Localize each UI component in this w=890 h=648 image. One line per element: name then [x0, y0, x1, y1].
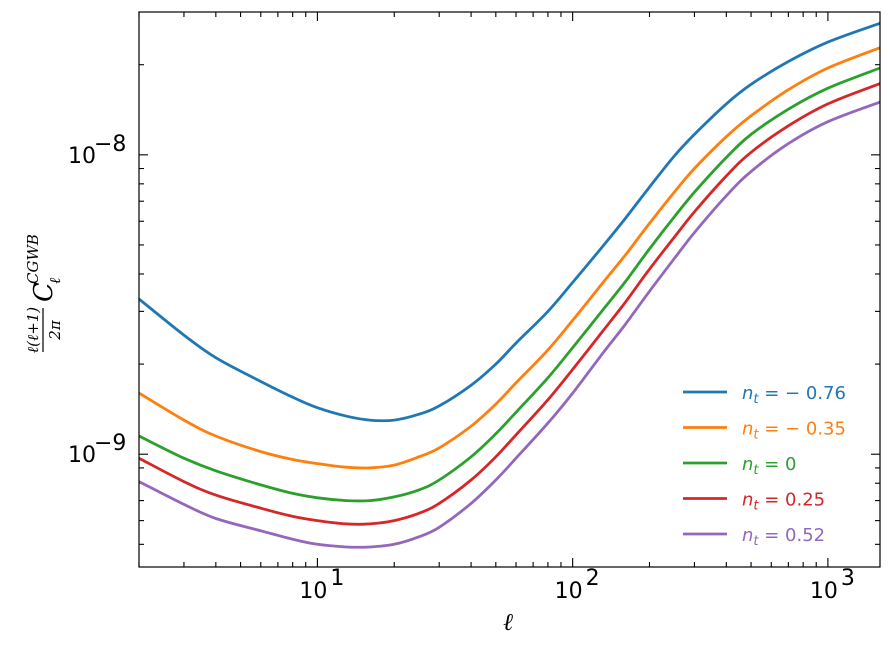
legend-label: nt = − 0.35	[742, 419, 846, 443]
x-tick-label: 10	[555, 579, 583, 604]
ylabel-superscript: CGWB	[24, 234, 42, 284]
y-tick-label: 10	[68, 443, 96, 468]
x-tick-label: 10	[299, 579, 327, 604]
legend: nt = − 0.76 nt = − 0.35 nt = 0 nt = 0.25 nt …	[683, 383, 846, 549]
series-line	[138, 66, 881, 503]
ylabel-numerator: ℓ(ℓ+1)	[24, 307, 42, 353]
y-tick-exponent: −9	[94, 431, 126, 456]
x-tick-exponent: 1	[330, 566, 344, 591]
legend-label: nt = 0	[742, 454, 797, 478]
series-line	[138, 82, 881, 526]
y-axis-label: ℓ(ℓ+1) 2π C ℓ CGWB	[24, 234, 64, 353]
ylabel-symbol: C	[29, 282, 59, 302]
series-line	[138, 21, 881, 423]
ylabel-subscript: ℓ	[46, 278, 64, 284]
x-tick-exponent: 2	[586, 566, 600, 591]
legend-label: nt = 0.25	[742, 490, 825, 514]
ylabel-denominator: 2π	[46, 319, 64, 341]
series-line	[138, 100, 881, 549]
legend-label: nt = − 0.76	[742, 383, 846, 407]
x-tick-exponent: 3	[841, 566, 855, 591]
y-tick-exponent: −8	[94, 132, 126, 157]
series-line	[138, 46, 881, 470]
axis-ticks	[138, 12, 880, 567]
y-tick-label: 10	[68, 144, 96, 169]
x-tick-label: 10	[810, 579, 838, 604]
series-layer	[138, 21, 881, 549]
legend-label: nt = 0.52	[742, 525, 825, 549]
x-axis-label: ℓ	[503, 608, 513, 636]
plot-frame	[138, 11, 881, 568]
